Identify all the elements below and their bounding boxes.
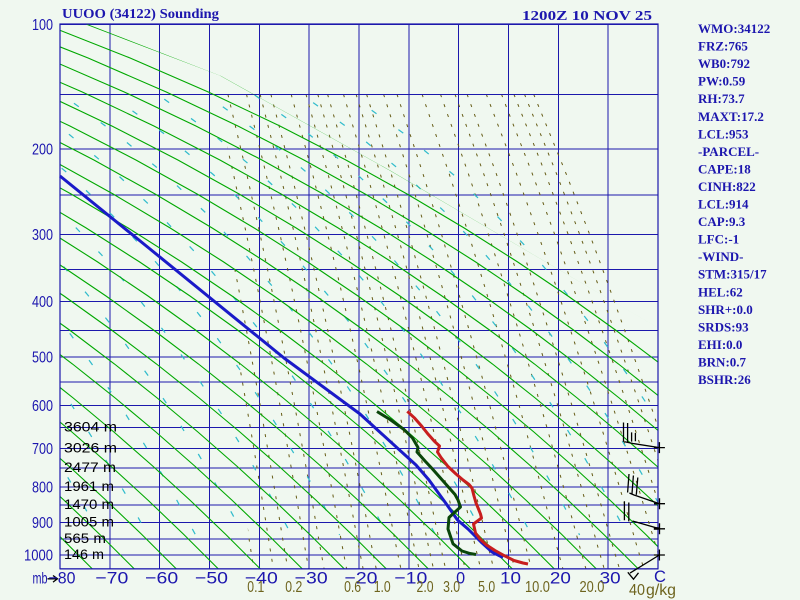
svg-text:2.0: 2.0 — [417, 579, 434, 596]
svg-text:3.0: 3.0 — [443, 579, 460, 596]
svg-text:1.0: 1.0 — [374, 579, 391, 596]
svg-text:WB0:792: WB0:792 — [698, 56, 750, 71]
svg-text:1961 m: 1961 m — [64, 478, 114, 494]
svg-text:−60: −60 — [145, 569, 178, 588]
svg-text:1470 m: 1470 m — [64, 496, 114, 512]
svg-text:−80: −80 — [49, 569, 76, 588]
svg-text:5.0: 5.0 — [478, 579, 495, 596]
svg-text:RH:73.7: RH:73.7 — [698, 91, 745, 106]
svg-text:0: 0 — [456, 569, 465, 588]
svg-text:-PARCEL-: -PARCEL- — [698, 144, 759, 159]
svg-text:1200Z 10 NOV 25: 1200Z 10 NOV 25 — [522, 8, 652, 23]
svg-text:700: 700 — [32, 441, 53, 458]
svg-text:-WIND-: -WIND- — [698, 249, 744, 264]
svg-text:600: 600 — [32, 398, 53, 415]
svg-text:300: 300 — [32, 227, 53, 244]
svg-text:−40: −40 — [245, 569, 278, 588]
svg-text:UUOO (34122) Sounding: UUOO (34122) Sounding — [62, 6, 219, 21]
svg-text:20.0: 20.0 — [579, 579, 604, 596]
svg-text:200: 200 — [32, 142, 53, 159]
svg-text:BRN:0.7: BRN:0.7 — [698, 354, 747, 369]
svg-text:2477 m: 2477 m — [64, 459, 116, 475]
svg-text:146 m: 146 m — [64, 546, 104, 562]
svg-text:400: 400 — [32, 294, 53, 311]
svg-text:mb: mb — [33, 571, 48, 588]
svg-text:LFC:-1: LFC:-1 — [698, 232, 739, 247]
svg-text:30: 30 — [600, 569, 621, 588]
svg-text:10.0: 10.0 — [525, 579, 550, 596]
svg-text:−50: −50 — [195, 569, 228, 588]
svg-text:40: 40 — [629, 582, 645, 599]
svg-text:10: 10 — [500, 569, 521, 588]
svg-text:565 m: 565 m — [64, 530, 106, 546]
svg-text:500: 500 — [32, 350, 53, 367]
svg-text:g/kg: g/kg — [646, 582, 676, 599]
svg-text:MAXT:17.2: MAXT:17.2 — [698, 109, 764, 124]
svg-text:0.2: 0.2 — [285, 579, 302, 596]
svg-text:3604 m: 3604 m — [64, 418, 117, 434]
svg-text:1000: 1000 — [24, 547, 53, 564]
svg-text:3026 m: 3026 m — [64, 439, 117, 455]
svg-text:−20: −20 — [345, 569, 378, 588]
svg-text:900: 900 — [32, 515, 53, 532]
svg-text:100: 100 — [32, 17, 53, 34]
svg-text:0.1: 0.1 — [247, 579, 264, 596]
svg-text:CAPE:18: CAPE:18 — [698, 161, 751, 176]
svg-text:PW:0.59: PW:0.59 — [698, 74, 746, 89]
svg-text:EHI:0.0: EHI:0.0 — [698, 337, 742, 352]
svg-text:20: 20 — [550, 569, 571, 588]
svg-text:SHR+:0.0: SHR+:0.0 — [698, 302, 753, 317]
svg-text:STM:315/17: STM:315/17 — [698, 267, 767, 282]
svg-text:LCL:914: LCL:914 — [698, 197, 749, 212]
svg-text:CINH:822: CINH:822 — [698, 179, 756, 194]
svg-text:1005 m: 1005 m — [64, 513, 114, 529]
svg-text:−70: −70 — [95, 569, 128, 588]
svg-text:C: C — [654, 567, 666, 586]
svg-text:−10: −10 — [394, 569, 427, 588]
svg-text:FRZ:765: FRZ:765 — [698, 39, 748, 54]
svg-text:0.6: 0.6 — [344, 579, 361, 596]
svg-text:CAP:9.3: CAP:9.3 — [698, 214, 746, 229]
svg-text:HEL:62: HEL:62 — [698, 284, 743, 299]
svg-text:LCL:953: LCL:953 — [698, 126, 749, 141]
svg-text:SRDS:93: SRDS:93 — [698, 319, 749, 334]
svg-text:WMO:34122: WMO:34122 — [698, 21, 770, 36]
svg-text:800: 800 — [32, 479, 53, 496]
svg-text:BSHR:26: BSHR:26 — [698, 372, 751, 387]
svg-text:−30: −30 — [295, 569, 328, 588]
